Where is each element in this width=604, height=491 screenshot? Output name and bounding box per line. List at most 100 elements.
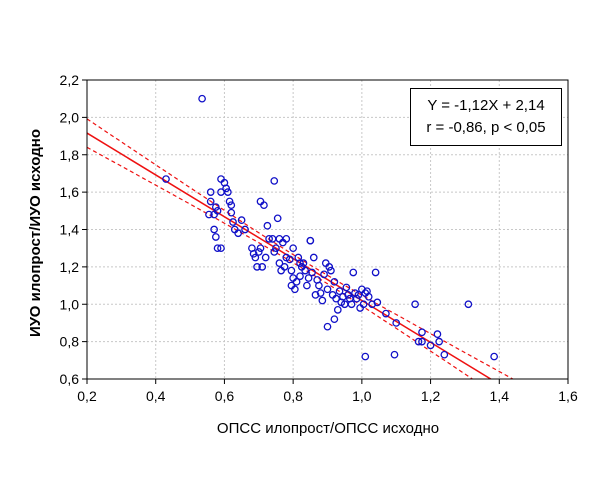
data-point (227, 208, 236, 217)
correlation-stats: r = -0,86, p < 0,05 (426, 119, 546, 136)
data-point (418, 337, 426, 346)
data-point (390, 350, 399, 359)
data-point (347, 300, 356, 309)
confidence-upper-line (87, 118, 515, 379)
data-point (227, 201, 236, 210)
data-point (464, 300, 473, 309)
data-point (261, 253, 270, 262)
data-point (217, 244, 225, 253)
data-point (414, 337, 423, 346)
data-point (213, 206, 222, 215)
data-point (308, 268, 316, 277)
data-point (296, 259, 304, 267)
data-point (249, 249, 258, 258)
data-point (254, 248, 263, 256)
data-point (303, 281, 311, 290)
data-point (364, 292, 373, 301)
data-point (359, 300, 368, 309)
data-point (263, 221, 272, 230)
data-point (304, 274, 313, 282)
x-tick-label: 1,2 (421, 388, 441, 404)
x-tick-label: 0,4 (146, 388, 166, 404)
data-point (344, 291, 352, 299)
data-point (349, 268, 358, 277)
y-tick-label: 1,2 (60, 259, 80, 275)
data-point (316, 289, 325, 297)
data-point (211, 203, 220, 211)
y-tick-label: 0,6 (60, 371, 80, 387)
data-point (237, 216, 246, 225)
data-point (299, 259, 308, 267)
data-point (323, 285, 332, 294)
x-tick-label: 0,2 (77, 388, 97, 404)
y-tick-label: 2,2 (60, 72, 80, 88)
data-point (418, 328, 426, 337)
data-point (256, 244, 265, 253)
y-tick-label: 2,0 (60, 109, 80, 125)
x-axis-ticks: 0,2 0,4 0,6 0,8 1,0 1,2 1,4 1,6 (77, 379, 578, 404)
data-point (291, 285, 299, 294)
data-point (339, 292, 347, 301)
data-point (273, 214, 282, 223)
y-tick-label: 1,0 (60, 296, 80, 312)
data-point (198, 94, 206, 103)
regression-line (87, 132, 493, 379)
confidence-band (87, 118, 515, 379)
x-tick-label: 0,6 (215, 388, 235, 404)
data-point (270, 177, 279, 185)
data-point (392, 319, 401, 327)
data-point (318, 296, 327, 305)
data-point (330, 315, 339, 324)
data-point (206, 188, 215, 196)
data-point (222, 184, 230, 193)
x-axis-title: ОПСС илопрост/ОПСС исходно (217, 420, 439, 437)
data-point (258, 263, 267, 271)
data-point (265, 234, 273, 243)
data-point (296, 272, 304, 281)
data-point (211, 233, 220, 241)
data-point (352, 294, 361, 303)
data-point (213, 244, 222, 253)
data-point (292, 277, 301, 286)
data-point (229, 218, 237, 226)
x-tick-label: 1,6 (558, 388, 578, 404)
data-point (225, 197, 234, 206)
x-tick-label: 1,4 (490, 388, 510, 404)
data-point (205, 210, 213, 219)
data-point (435, 337, 444, 346)
data-point (371, 268, 380, 277)
data-point (426, 341, 435, 350)
data-point (335, 287, 344, 296)
data-point (241, 225, 249, 234)
data-point (309, 253, 318, 262)
data-point (210, 225, 218, 234)
data-point (224, 188, 232, 196)
data-point (382, 309, 390, 318)
data-point (272, 244, 280, 253)
data-point (320, 270, 328, 279)
data-point (440, 350, 449, 359)
data-point (311, 291, 320, 299)
data-point (206, 197, 215, 206)
data-point (327, 266, 335, 275)
regression-equation: Y = -1,12X + 2,14 (427, 97, 545, 114)
x-tick-label: 1,0 (352, 388, 372, 404)
data-point (306, 236, 315, 245)
data-point (490, 352, 498, 361)
confidence-lower-line (87, 146, 474, 379)
data-point (289, 244, 297, 253)
data-point (275, 259, 284, 267)
y-tick-label: 1,8 (60, 147, 80, 163)
y-tick-label: 1,4 (60, 222, 80, 238)
data-point (251, 253, 260, 262)
data-point (282, 234, 291, 243)
data-point (333, 306, 342, 314)
data-point (301, 266, 310, 275)
data-point (373, 298, 382, 307)
data-point (162, 175, 170, 183)
data-point (253, 263, 261, 271)
y-axis-title: ИУО илопрост/ИУО исходно (27, 129, 44, 337)
y-tick-label: 1,6 (60, 184, 80, 200)
data-point (433, 330, 442, 338)
